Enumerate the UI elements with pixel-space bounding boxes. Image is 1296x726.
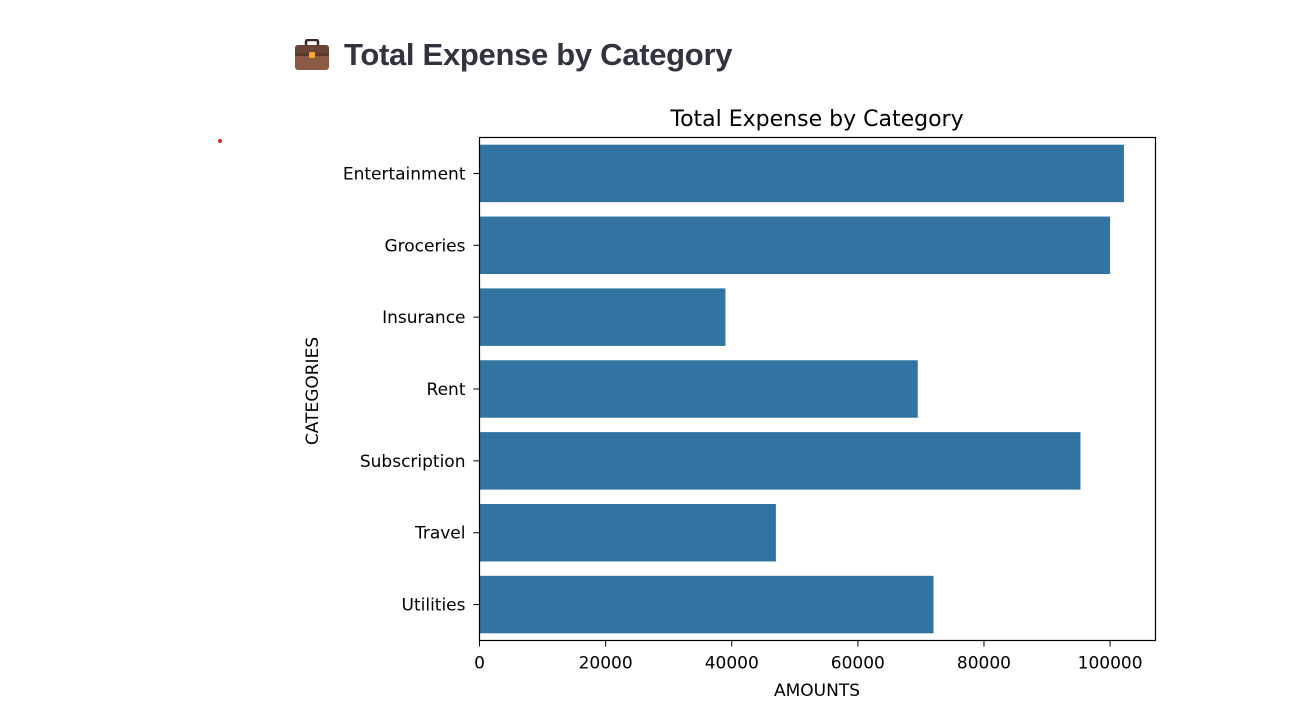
x-tick-label-0: 0 xyxy=(474,654,485,674)
bar-entertainment xyxy=(479,144,1124,203)
y-tick-label-entertainment: Entertainment xyxy=(343,164,466,184)
bar-subscription xyxy=(479,432,1081,490)
x-tick-label-100000: 100000 xyxy=(1078,654,1143,674)
x-tick-label-80000: 80000 xyxy=(957,654,1011,674)
bars-group xyxy=(479,144,1124,634)
page-title: Total Expense by Category xyxy=(344,37,733,72)
bar-utilities xyxy=(479,575,934,634)
bar-travel xyxy=(479,503,776,562)
x-tick-label-20000: 20000 xyxy=(579,654,633,674)
y-axis: Entertainment Groceries Insurance Rent Subsc… xyxy=(343,164,480,616)
x-tick-label-60000: 60000 xyxy=(831,654,885,674)
y-tick-label-subscription: Subscription xyxy=(360,452,466,472)
page-header: Total Expense by Category xyxy=(294,34,732,76)
bar-rent xyxy=(479,360,918,418)
bar-insurance xyxy=(479,288,726,346)
red-dot xyxy=(218,139,222,143)
bar-groceries xyxy=(479,216,1111,275)
x-axis: 0 20000 40000 60000 80000 100000 xyxy=(474,640,1143,674)
y-tick-label-insurance: Insurance xyxy=(382,308,465,328)
x-tick-label-40000: 40000 xyxy=(705,654,759,674)
y-tick-label-rent: Rent xyxy=(427,380,466,400)
y-tick-label-travel: Travel xyxy=(414,524,466,544)
y-axis-label: CATEGORIES xyxy=(303,337,323,445)
briefcase-icon xyxy=(295,39,329,70)
y-tick-label-utilities: Utilities xyxy=(402,596,466,616)
y-tick-label-groceries: Groceries xyxy=(384,236,465,256)
chart-title: Total Expense by Category xyxy=(669,107,963,132)
x-axis-label: AMOUNTS xyxy=(774,681,860,701)
